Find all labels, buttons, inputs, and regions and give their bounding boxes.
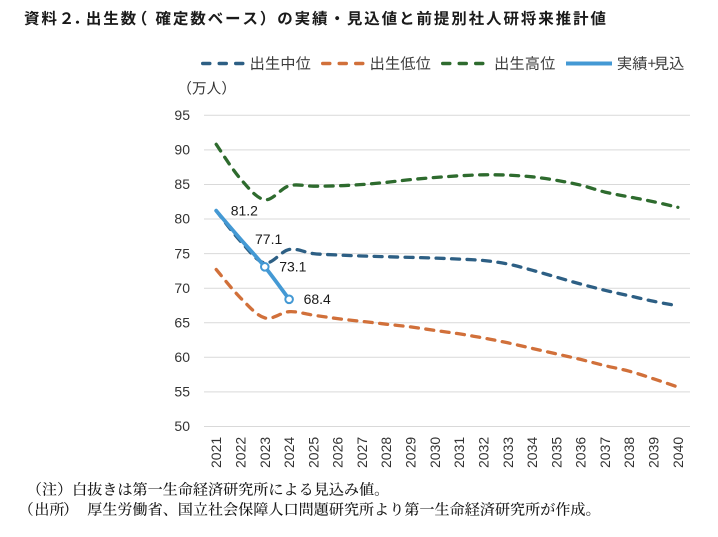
svg-text:2036: 2036	[573, 437, 589, 468]
svg-text:2025: 2025	[305, 437, 321, 468]
svg-text:2024: 2024	[281, 437, 297, 468]
svg-text:77.1: 77.1	[255, 231, 282, 247]
svg-text:2030: 2030	[427, 437, 443, 468]
svg-text:2038: 2038	[621, 437, 637, 468]
svg-text:75: 75	[174, 245, 190, 261]
svg-text:68.4: 68.4	[304, 291, 331, 307]
svg-text:73.1: 73.1	[279, 259, 306, 275]
svg-text:2029: 2029	[403, 437, 419, 468]
svg-text:60: 60	[174, 349, 190, 365]
svg-text:2037: 2037	[597, 437, 613, 468]
svg-text:2022: 2022	[233, 437, 249, 468]
svg-text:2031: 2031	[451, 437, 467, 468]
svg-text:2033: 2033	[500, 437, 516, 468]
svg-text:70: 70	[174, 280, 190, 296]
svg-text:65: 65	[174, 315, 190, 331]
svg-text:2040: 2040	[670, 437, 686, 468]
svg-text:50: 50	[174, 418, 190, 434]
svg-text:55: 55	[174, 384, 190, 400]
svg-text:2028: 2028	[378, 437, 394, 468]
svg-text:2026: 2026	[330, 437, 346, 468]
svg-text:80: 80	[174, 211, 190, 227]
svg-text:2021: 2021	[208, 437, 224, 468]
svg-text:81.2: 81.2	[231, 203, 258, 219]
svg-text:95: 95	[174, 107, 190, 123]
svg-text:2023: 2023	[257, 437, 273, 468]
svg-text:2035: 2035	[548, 437, 564, 468]
svg-text:2039: 2039	[646, 437, 662, 468]
svg-text:2032: 2032	[476, 437, 492, 468]
svg-text:2027: 2027	[354, 437, 370, 468]
svg-text:85: 85	[174, 176, 190, 192]
svg-text:90: 90	[174, 142, 190, 158]
svg-text:2034: 2034	[524, 437, 540, 468]
